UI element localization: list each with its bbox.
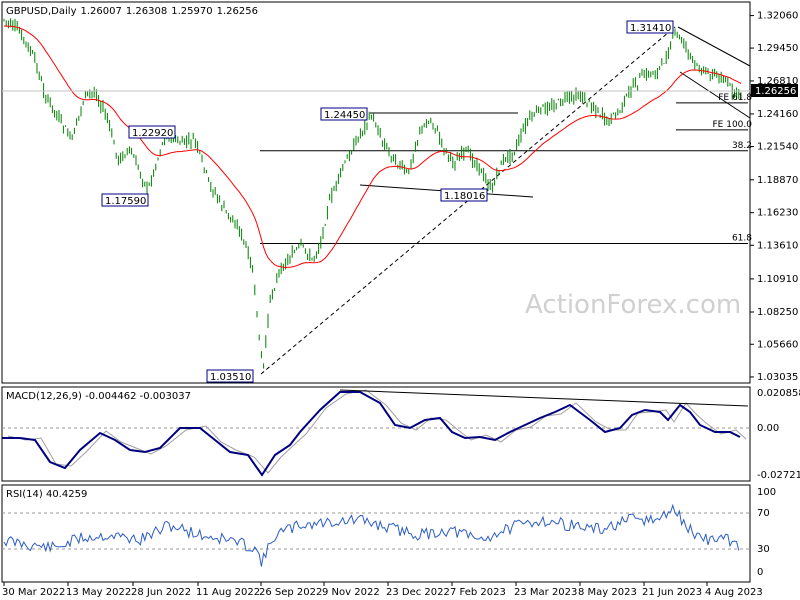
rsi-panel-border [1, 484, 751, 583]
current-price-label: 1.26256 [755, 86, 796, 97]
price-label-box [440, 188, 488, 202]
rsi-tick-label: 0 [757, 567, 763, 578]
level-label: FE 61.8 [718, 93, 752, 103]
price-title: GBPUSD,Daily 1.26007 1.26308 1.25970 1.26256 [6, 6, 258, 17]
current-price-box [751, 84, 798, 97]
watermark: ActionForex.com [525, 290, 741, 320]
price-tick-label: 1.03035 [757, 372, 798, 383]
macd-tick-label: 0.00 [757, 423, 779, 434]
time-axis: 30 Mar 2022 13 May 2022 28 Jun 2022 11 Aug … [2, 582, 763, 598]
time-tick-label: 21 Jun 2023 [642, 587, 702, 598]
macd-signal-line [7, 389, 747, 474]
macd-line [2, 391, 741, 477]
rsi-axis: 100 70 30 0 [757, 487, 776, 578]
price-label: 1.03510 [210, 372, 251, 383]
price-label-box [320, 107, 368, 121]
channel-lower [679, 71, 751, 119]
macd-trendline [339, 389, 749, 407]
macd-axis: 0.020858 0.00 -0.027213 [757, 388, 800, 481]
price-tick-label: 1.18870 [757, 175, 798, 186]
price-tick-label: 1.05660 [757, 339, 798, 350]
time-tick-label: 9 Nov 2022 [322, 587, 380, 598]
price-tick-label: 1.24160 [757, 109, 798, 120]
time-tick-label: 11 Aug 2022 [196, 587, 260, 598]
ohlc-open: 1.26007 [81, 6, 122, 17]
macd-panel-border [1, 386, 751, 482]
time-tick-label: 28 Jun 2022 [131, 587, 191, 598]
ohlc-high: 1.26308 [126, 6, 167, 17]
price-tick-label: 1.21540 [757, 142, 798, 153]
macd-title: MACD(12,26,9) -0.004462 -0.003037 [6, 391, 191, 402]
ohlc-close: 1.26256 [217, 6, 258, 17]
price-tick-label: 1.13610 [757, 240, 798, 251]
price-tick-label: 1.08250 [757, 307, 798, 318]
rsi-line [3, 503, 740, 567]
rsi-tick-label: 100 [757, 487, 776, 498]
level-labels: FE 61.8 FE 100.0 38.2 61.8 [713, 93, 753, 244]
level-label: 61.8 [732, 234, 752, 244]
rising-trendline [260, 26, 676, 375]
time-tick-label: 13 May 2022 [66, 587, 131, 598]
level-label: 38.2 [732, 141, 752, 151]
time-tick-label: 4 Aug 2023 [705, 587, 763, 598]
candles [3, 18, 742, 369]
price-labels: 1.31410 1.24450 1.22920 1.17590 1.18016 1.035… [101, 20, 674, 383]
time-tick-label: 23 Mar 2023 [514, 587, 577, 598]
price-panel-border [1, 1, 751, 384]
ohlc-low: 1.25970 [171, 6, 212, 17]
time-tick-label: 8 May 2023 [578, 587, 637, 598]
rsi-title: RSI(14) 40.4259 [6, 489, 87, 500]
price-label: 1.22920 [132, 128, 173, 139]
price-label: 1.31410 [630, 23, 671, 34]
symbol-title: GBPUSD,Daily [6, 6, 77, 17]
time-tick-label: 26 Sep 2022 [259, 587, 322, 598]
price-label-box [101, 193, 149, 207]
time-tick-label: 30 Mar 2022 [2, 587, 65, 598]
ema-line [3, 25, 742, 269]
price-tick-label: 1.16230 [757, 208, 798, 219]
macd-tick-label: -0.027213 [757, 470, 800, 481]
price-tick-label: 1.10910 [757, 274, 798, 285]
price-label: 1.18016 [444, 191, 485, 202]
price-tick-label: 1.32060 [757, 11, 798, 22]
reference-lines [260, 102, 748, 245]
rsi-tick-label: 30 [757, 544, 770, 555]
price-label-box [206, 369, 254, 383]
price-label: 1.17590 [105, 196, 146, 207]
price-label: 1.24450 [324, 110, 365, 121]
rsi-tick-label: 70 [757, 508, 770, 519]
time-tick-label: 7 Feb 2023 [450, 587, 506, 598]
price-axis: 1.32060 1.29450 1.26810 1.24160 1.21540 1.188… [750, 11, 798, 383]
level-label: FE 100.0 [713, 120, 753, 130]
price-label-box [128, 125, 176, 139]
price-tick-label: 1.26810 [757, 76, 798, 87]
price-label-box [626, 20, 674, 34]
price-tick-label: 1.29450 [757, 43, 798, 54]
time-tick-label: 23 Dec 2022 [386, 587, 450, 598]
macd-tick-label: 0.020858 [757, 388, 800, 399]
channel-upper [677, 26, 751, 67]
